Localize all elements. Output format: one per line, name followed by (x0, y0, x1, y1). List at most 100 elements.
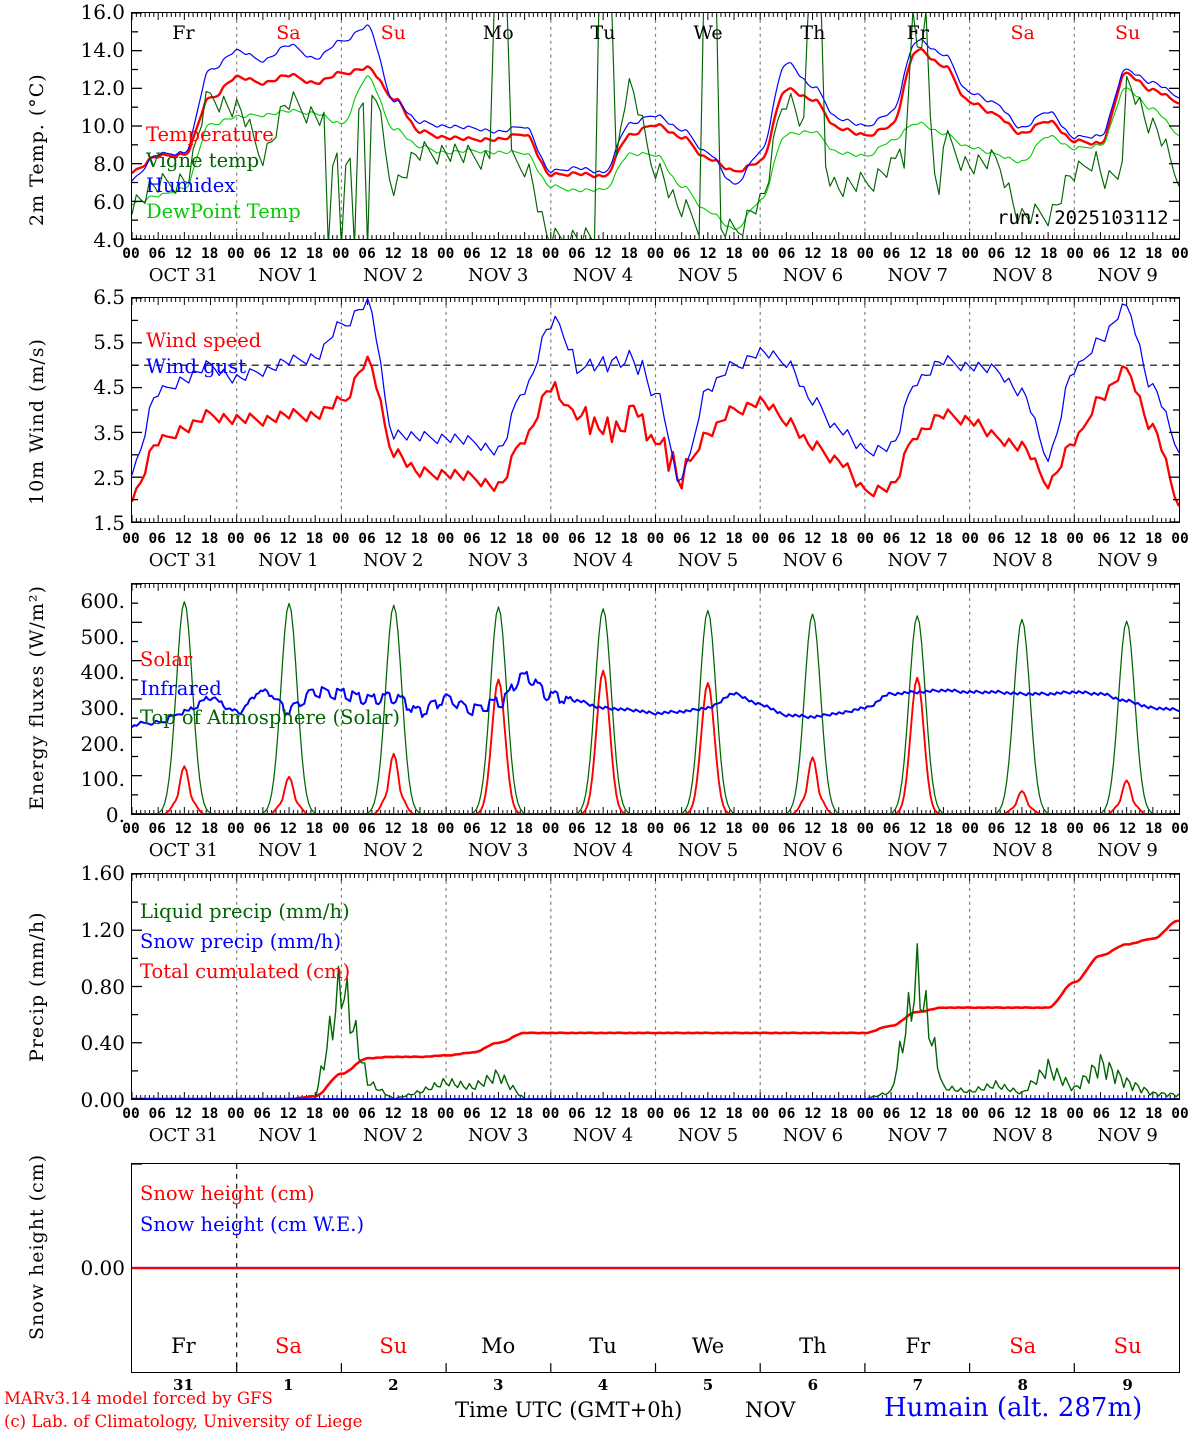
x-hour-label: 00 (332, 821, 350, 837)
x-day-label: NOV 6 (782, 550, 844, 571)
x-hour-label: 00 (751, 1106, 770, 1122)
legend-total-cumulated: Total cumulated (cm) (140, 960, 351, 983)
x-hour-label: 00 (122, 531, 140, 547)
x-day-label: NOV 9 (1097, 265, 1158, 286)
weekday-label-bottom: Sa (274, 1334, 302, 1358)
x-hour-label: 00 (961, 1106, 979, 1122)
x-day-label: NOV 6 (782, 840, 844, 861)
weekday-label-top: Su (1114, 22, 1141, 44)
weekday-label-top: Sa (276, 22, 301, 44)
x-hour-label: 18 (725, 821, 743, 837)
x-hour-label: 12 (594, 1106, 612, 1122)
x-day-label: OCT 31 (148, 840, 218, 861)
day-number-label: 1 (283, 1376, 294, 1394)
x-hour-label: 12 (489, 821, 507, 837)
x-hour-label: 18 (410, 821, 429, 837)
snow-height-y-axis-label: Snow height (cm) (26, 1153, 48, 1340)
weekday-label-bottom: Su (379, 1334, 408, 1358)
x-day-label: NOV 5 (677, 550, 739, 571)
x-hour-label: 00 (1171, 1106, 1189, 1122)
x-hour-label: 00 (961, 821, 979, 837)
day-number-label: 31 (172, 1376, 194, 1394)
x-day-label: NOV 3 (468, 840, 529, 861)
x-hour-label: 06 (672, 246, 691, 262)
x-hour-label: 18 (830, 246, 848, 262)
x-hour-label: 18 (725, 1106, 743, 1122)
x-day-label: NOV 4 (572, 550, 634, 571)
weekday-label-bottom: Fr (905, 1334, 931, 1358)
legend-temperature: Temperature (146, 123, 274, 146)
x-hour-label: 06 (882, 246, 901, 262)
x-day-label: NOV 1 (258, 840, 319, 861)
x-hour-label: 12 (279, 1106, 298, 1122)
x-hour-label: 18 (200, 531, 219, 547)
x-hour-label: 06 (987, 821, 1006, 837)
x-hour-label: 00 (436, 246, 455, 262)
x-hour-label: 00 (541, 246, 560, 262)
x-hour-label: 18 (305, 1106, 324, 1122)
x-hour-label: 00 (751, 246, 770, 262)
x-hour-label: 12 (804, 246, 822, 262)
x-hour-label: 00 (436, 1106, 455, 1122)
x-hour-label: 00 (1066, 821, 1084, 837)
x-hour-label: 06 (253, 1106, 271, 1122)
x-hour-label: 00 (646, 1106, 665, 1122)
panel-wind (131, 297, 1180, 523)
legend-infrared: Infrared (140, 677, 222, 700)
x-hour-label: 00 (227, 821, 245, 837)
y-tick-label: 16.0 (80, 0, 125, 24)
y-tick-label: 3.5 (93, 420, 125, 445)
y-tick-label: 500. (80, 624, 125, 649)
panel-temperature (131, 12, 1180, 240)
x-hour-label: 18 (935, 531, 953, 547)
x-hour-label: 12 (384, 821, 403, 837)
x-day-label: NOV 8 (992, 1125, 1053, 1146)
weekday-label-bottom: Fr (171, 1334, 196, 1358)
x-hour-label: 06 (777, 821, 796, 837)
energy-y-axis-label: Energy fluxes (W/m²) (26, 585, 48, 810)
y-tick-label: 5.5 (93, 330, 125, 355)
x-hour-label: 00 (856, 821, 875, 837)
station-label: Humain (alt. 287m) (884, 1393, 1143, 1423)
x-hour-label: 00 (122, 1106, 140, 1122)
x-hour-label: 18 (410, 246, 429, 262)
legend-liquid-precip: Liquid precip (mm/h) (140, 900, 350, 923)
day-number-label: 7 (912, 1376, 924, 1394)
y-tick-label: 0.80 (80, 974, 125, 999)
x-hour-label: 18 (935, 1106, 953, 1122)
energy-legend: Solar Infrared Top of Atmosphere (Solar) (140, 645, 400, 732)
x-hour-label: 18 (1145, 1106, 1163, 1122)
x-hour-label: 12 (174, 1106, 193, 1122)
x-hour-label: 18 (1145, 821, 1163, 837)
x-hour-label: 00 (332, 531, 350, 547)
x-day-label: NOV 8 (992, 550, 1053, 571)
x-hour-label: 06 (358, 1106, 376, 1122)
legend-humidex: Humidex (146, 174, 236, 197)
y-tick-label: 1.5 (93, 511, 125, 535)
x-hour-label: 06 (1092, 1106, 1111, 1122)
x-hour-label: 00 (1171, 821, 1189, 837)
precip-legend: Liquid precip (mm/h) Snow precip (mm/h) … (140, 897, 350, 987)
y-tick-label: 4.0 (93, 228, 125, 252)
x-hour-label: 06 (568, 246, 586, 262)
y-tick-label: 600. (80, 588, 125, 613)
x-hour-label: 00 (436, 531, 455, 547)
x-hour-label: 12 (174, 531, 193, 547)
x-hour-label: 18 (1040, 246, 1058, 262)
x-day-label: NOV 9 (1097, 550, 1158, 571)
x-day-label: NOV 6 (782, 265, 844, 286)
x-hour-label: 18 (200, 821, 219, 837)
run-label: run: 2025103112 (997, 207, 1169, 229)
x-hour-label: 18 (1145, 246, 1163, 262)
x-hour-label: 06 (358, 246, 376, 262)
weekday-label-bottom: Th (799, 1334, 827, 1358)
panel-snow-height (131, 1163, 1180, 1373)
y-tick-label: 400. (80, 660, 125, 685)
x-hour-label: 00 (122, 246, 140, 262)
x-hour-label: 00 (1066, 531, 1084, 547)
y-tick-label: 0.00 (80, 1256, 125, 1280)
weekday-label-bottom: Tu (589, 1334, 617, 1358)
x-hour-label: 12 (1013, 821, 1032, 837)
x-hour-label: 00 (227, 1106, 245, 1122)
x-hour-label: 18 (305, 531, 324, 547)
